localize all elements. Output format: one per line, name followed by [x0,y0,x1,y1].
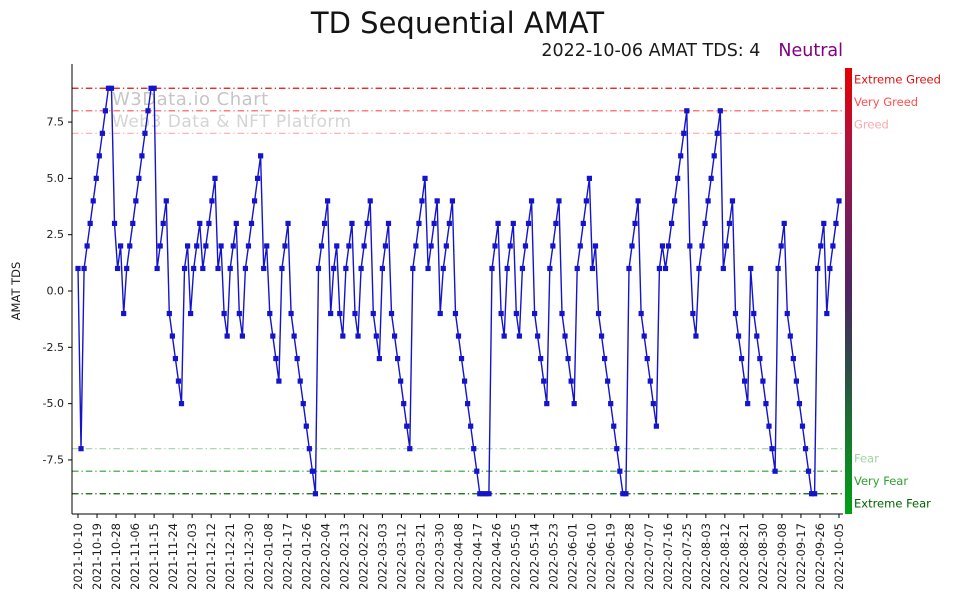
x-tick-label: 2022-06-28 [623,523,637,590]
threshold-label-fear: Fear [854,452,879,466]
x-tick-label: 2021-11-06 [128,523,142,590]
page-title: TD Sequential AMAT [310,6,605,40]
x-tick-label: 2021-12-30 [242,523,256,590]
threshold-label-very-fear: Very Fear [854,474,908,488]
x-tick-label: 2022-02-22 [356,523,370,590]
x-tick-label: 2022-03-03 [375,523,389,590]
x-tick-label: 2022-08-03 [699,523,713,590]
watermark-line1: W3Data.io Chart [112,89,269,110]
y-axis-title: AMAT TDS [9,262,23,321]
x-tick-label: 2022-05-05 [509,523,523,590]
y-tick-label: -2.5 [43,341,64,354]
sentiment-colorbar [845,68,852,514]
x-tick-label: 2022-09-17 [794,523,808,590]
y-tick-label: -7.5 [43,453,64,466]
td-series-line [77,87,840,495]
x-tick-label: 2022-06-10 [585,523,599,590]
x-tick-label: 2022-05-14 [528,523,542,590]
x-tick-label: 2022-03-30 [432,523,446,590]
x-tick-label: 2021-12-21 [223,523,237,590]
x-tick-label: 2021-10-10 [71,523,85,590]
y-tick-label: 2.5 [47,228,65,241]
x-tick-label: 2022-04-26 [490,523,504,590]
x-tick-label: 2021-10-28 [109,523,123,590]
x-tick-label: 2021-11-24 [166,523,180,590]
x-tick-label: 2022-07-25 [680,523,694,590]
x-tick-label: 2022-02-13 [337,523,351,590]
x-tick-label: 2022-01-08 [261,523,275,590]
x-tick-label: 2022-10-05 [832,523,846,590]
x-tick-label: 2022-03-21 [413,523,427,590]
x-tick-label: 2021-12-12 [204,523,218,590]
x-tick-label: 2022-01-17 [280,523,294,590]
x-tick-label: 2022-07-16 [661,523,675,590]
watermark-line2: Web3 Data & NFT Platform [112,112,352,132]
subtitle-date-tds: 2022-10-06 AMAT TDS: 4 [541,41,761,61]
x-tick-label: 2022-09-08 [775,523,789,590]
x-tick-label: 2021-11-15 [147,523,161,590]
x-tick-label: 2021-12-03 [185,523,199,590]
x-tick-label: 2022-07-07 [642,523,656,590]
x-tick-label: 2022-01-26 [299,523,313,590]
y-tick-label: 5.0 [47,172,65,185]
chart-subtitle: 2022-10-06 AMAT TDS: 4 Neutral [541,41,843,61]
y-tick-label: 7.5 [47,116,65,129]
x-tick-label: 2022-08-30 [756,523,770,590]
x-tick-label: 2022-05-23 [547,523,561,590]
y-tick-label: -5.0 [43,397,64,410]
x-tick-label: 2021-10-19 [90,523,104,590]
x-tick-label: 2022-06-01 [566,523,580,590]
x-tick-label: 2022-08-21 [737,523,751,590]
threshold-label-very-greed: Very Greed [854,95,918,109]
x-tick-label: 2022-02-04 [318,523,332,590]
threshold-label-greed: Greed [854,117,889,131]
x-tick-label: 2022-06-19 [604,523,618,590]
x-tick-label: 2022-04-08 [452,523,466,590]
x-tick-label: 2022-09-26 [813,523,827,590]
x-tick-label: 2022-04-17 [471,523,485,590]
sentiment-status-label: Neutral [778,41,843,61]
threshold-label-extreme-fear: Extreme Fear [854,497,931,511]
x-tick-label: 2022-08-12 [718,523,732,590]
td-series-markers [75,85,842,497]
x-tick-label: 2022-03-12 [394,523,408,590]
y-tick-label: 0.0 [47,285,65,298]
threshold-label-extreme-greed: Extreme Greed [854,72,941,86]
